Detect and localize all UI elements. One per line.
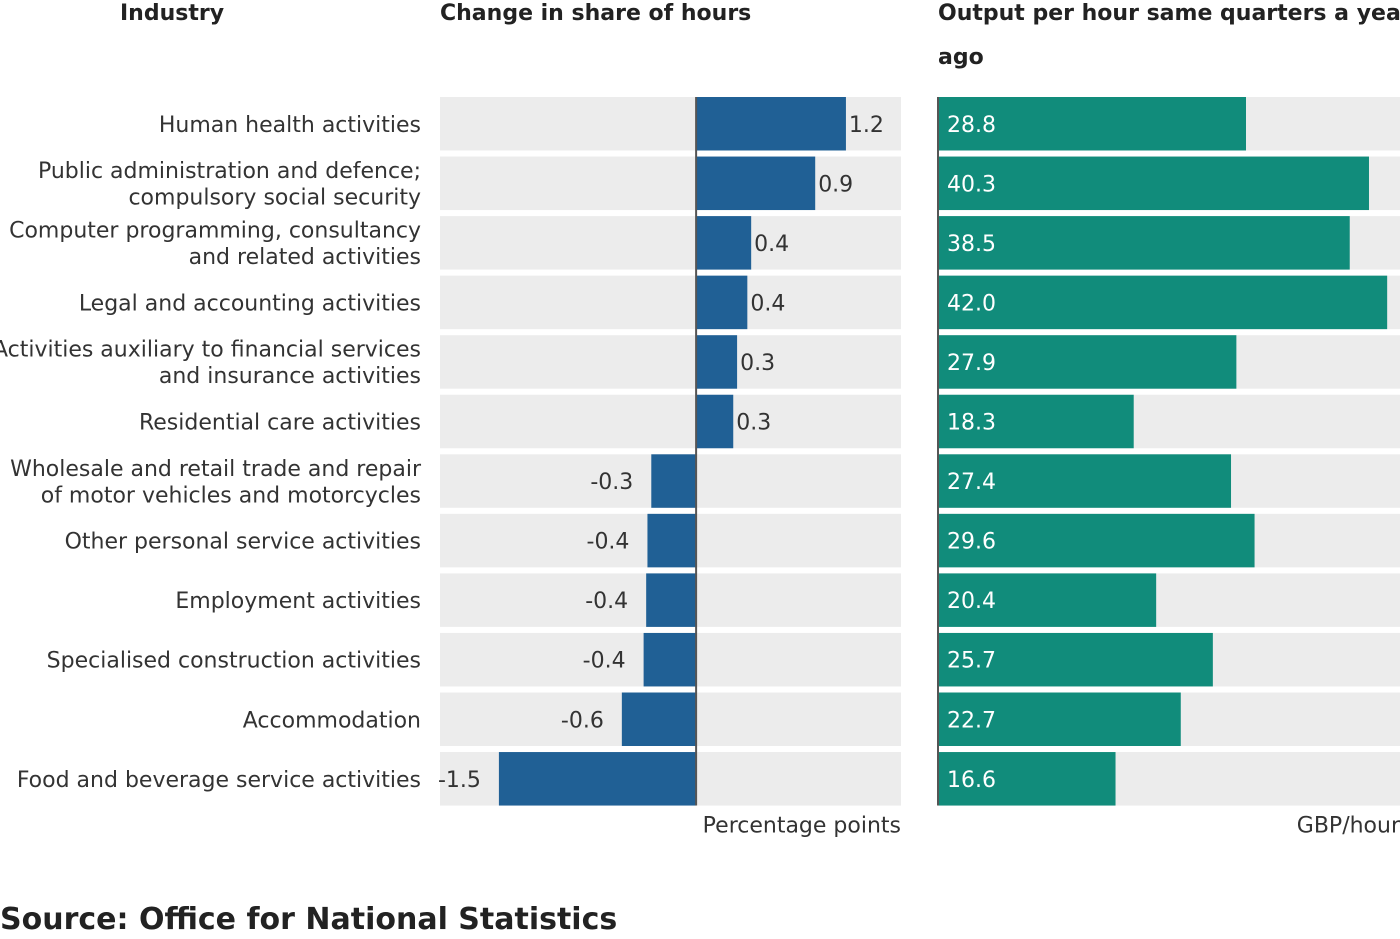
- industry-column-header: Industry: [120, 1, 224, 26]
- output-data-label: 16.6: [947, 768, 996, 793]
- category-label: Food and beverage service activities: [17, 768, 421, 793]
- category-label: Residential care activities: [139, 411, 421, 436]
- output-bar: [938, 394, 1134, 449]
- output-bar: [938, 97, 1246, 151]
- output-bar: [938, 454, 1232, 508]
- output-column-header-line: Output per hour same quarters a year: [938, 1, 1400, 26]
- change-bar: [651, 454, 697, 508]
- output-bar: [938, 632, 1213, 687]
- output-axis-label: GBP/hour: [1297, 814, 1400, 839]
- change-bar: [498, 752, 697, 806]
- change-bar: [647, 513, 697, 568]
- change-data-label: -0.6: [561, 708, 604, 733]
- category-label: Specialised construction activities: [47, 649, 421, 674]
- output-bar: [938, 573, 1157, 627]
- output-data-label: 29.6: [947, 530, 996, 555]
- category-label: Accommodation: [243, 708, 421, 733]
- category-label: and insurance activities: [159, 364, 421, 389]
- category-label: Wholesale and retail trade and repair: [10, 457, 422, 482]
- output-column-header-line: ago: [938, 45, 984, 70]
- output-bar: [938, 752, 1116, 806]
- change-data-label: 0.9: [818, 172, 853, 197]
- output-bar: [938, 216, 1350, 270]
- category-label: compulsory social security: [128, 186, 421, 211]
- change-axis-label: Percentage points: [703, 814, 901, 839]
- change-row-background: [440, 394, 901, 449]
- output-data-label: 20.4: [947, 589, 996, 614]
- output-data-label: 38.5: [947, 232, 996, 257]
- change-bar: [696, 275, 748, 330]
- change-bar: [696, 97, 846, 151]
- category-label: of motor vehicles and motorcycles: [41, 483, 421, 508]
- category-label: Human health activities: [159, 113, 421, 138]
- change-bar: [696, 335, 738, 389]
- output-data-label: 27.4: [947, 470, 996, 495]
- change-bar: [696, 394, 734, 449]
- category-label: and related activities: [189, 245, 421, 270]
- output-bar: [938, 156, 1369, 211]
- chart-svg: Industry Change in share of hours Output p…: [0, 1, 1400, 839]
- category-label: Legal and accounting activities: [79, 291, 421, 316]
- change-data-label: 0.4: [750, 291, 785, 316]
- change-bar: [696, 156, 816, 211]
- change-row-background: [440, 275, 901, 330]
- category-label: Other personal service activities: [65, 530, 421, 555]
- output-bar: [938, 513, 1255, 568]
- output-bar: [938, 692, 1181, 746]
- change-data-label: -0.4: [587, 530, 630, 555]
- output-data-label: 27.9: [947, 351, 996, 376]
- output-bar: [938, 275, 1388, 330]
- output-data-label: 22.7: [947, 708, 996, 733]
- change-bar: [621, 692, 697, 746]
- change-row-background: [440, 156, 901, 211]
- change-data-label: 0.3: [740, 351, 775, 376]
- change-data-label: 0.4: [754, 232, 789, 257]
- change-data-label: -1.5: [438, 768, 481, 793]
- output-data-label: 25.7: [947, 649, 996, 674]
- change-data-label: 1.2: [849, 113, 884, 138]
- change-bar: [646, 573, 697, 627]
- change-row-background: [440, 335, 901, 389]
- output-data-label: 28.8: [947, 113, 996, 138]
- output-data-label: 40.3: [947, 172, 996, 197]
- change-data-label: -0.4: [583, 649, 626, 674]
- change-data-label: 0.3: [736, 411, 771, 436]
- output-data-label: 18.3: [947, 411, 996, 436]
- output-data-label: 42.0: [947, 291, 996, 316]
- change-bar: [643, 632, 697, 687]
- category-label: Employment activities: [175, 589, 421, 614]
- change-data-label: -0.4: [585, 589, 628, 614]
- output-bar: [938, 335, 1237, 389]
- category-label: Activities auxiliary to financial servic…: [0, 338, 421, 363]
- change-column-header: Change in share of hours: [440, 1, 751, 26]
- source-note: Source: Office for National Statistics: [0, 902, 618, 937]
- category-label: Computer programming, consultancy: [9, 219, 421, 244]
- change-row-background: [440, 216, 901, 270]
- change-data-label: -0.3: [590, 470, 633, 495]
- change-bar: [696, 216, 752, 270]
- category-label: Public administration and defence;: [38, 159, 421, 184]
